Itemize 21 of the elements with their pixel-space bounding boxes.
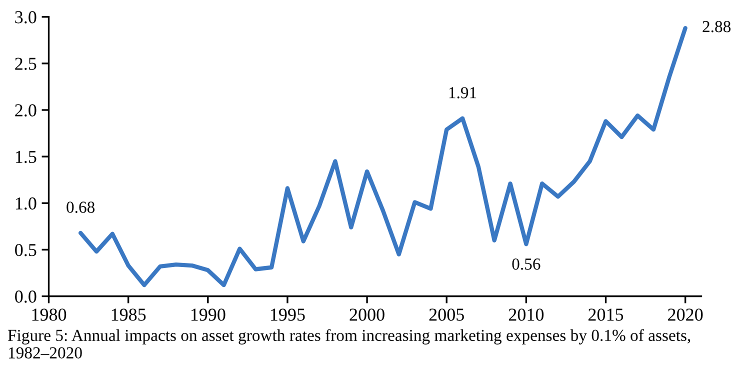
y-tick-label: 1.0	[16, 197, 36, 210]
y-tick-label: 1.5	[16, 150, 36, 164]
x-tick-label: 2020	[668, 308, 703, 321]
x-tick-label: 1980	[32, 308, 66, 321]
x-tick-label: 1995	[271, 308, 305, 321]
annotation: 2.88	[702, 20, 731, 32]
y-tick-label: 3.0	[15, 11, 36, 24]
annotation: 1.91	[449, 87, 476, 98]
x-tick-label: 2000	[350, 308, 384, 321]
caption: Figure 5: Annual impacts on asset growth rates from increasing marketing expenses by 0.1% of assets, 1982–2020	[8, 329, 690, 358]
annotation: 0.56	[512, 258, 540, 270]
y-tick-label: 0.0	[15, 290, 36, 303]
y-tick-label: 2.5	[15, 58, 36, 70]
x-tick-label: 1985	[112, 308, 146, 321]
y-tick-label: 2.0	[15, 104, 36, 117]
x-tick-label: 2005	[429, 308, 464, 321]
annotation: 0.68	[66, 202, 95, 213]
x-tick-label: 1990	[191, 308, 226, 321]
x-tick-label: 2015	[588, 308, 624, 321]
x-tick-label: 2010	[508, 308, 544, 321]
y-tick-label: 0.5	[15, 244, 36, 256]
